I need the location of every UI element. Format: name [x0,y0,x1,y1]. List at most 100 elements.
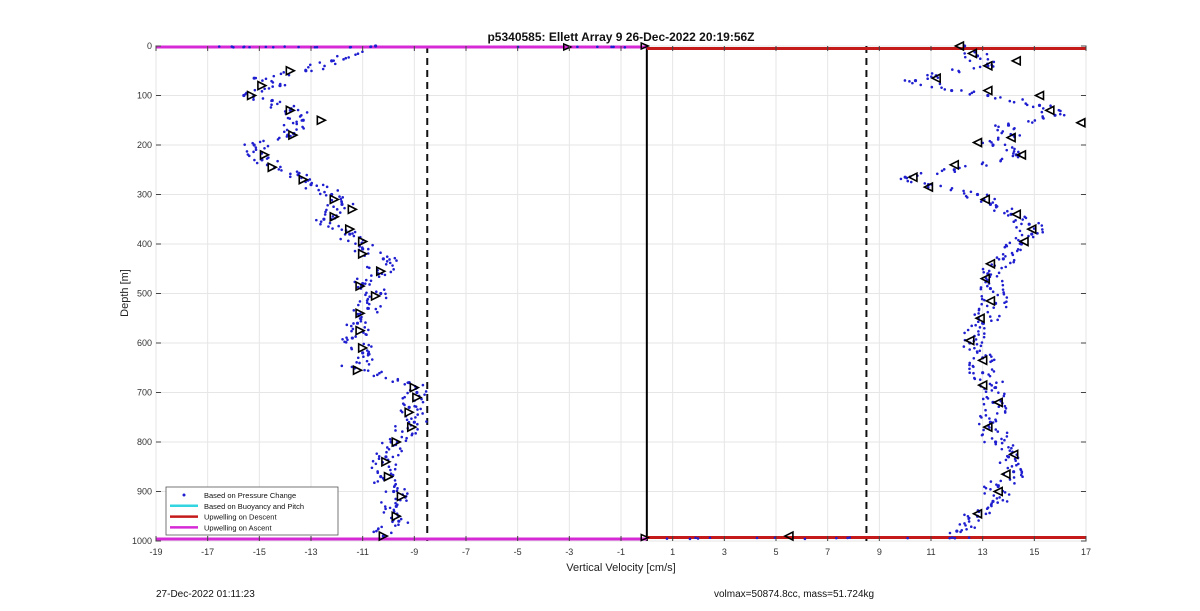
pressure-change-point [963,52,966,55]
buoyancy-pitch-marker [1015,149,1027,161]
pressure-change-point [389,472,393,475]
pressure-change-point [1015,249,1019,253]
pressure-change-point [1014,219,1017,222]
pressure-change-point [1049,104,1052,107]
pressure-change-point [998,314,1001,318]
pressure-change-point [350,347,354,351]
pressure-change-point [342,58,345,61]
pressure-change-point [245,150,249,153]
pressure-change-point [576,45,579,49]
pressure-change-point [1021,218,1024,221]
pressure-change-point [1012,220,1016,223]
pressure-change-point [972,66,976,70]
pressure-change-point [1001,257,1005,261]
pressure-change-point [282,123,286,127]
pressure-change-point [976,320,980,324]
pressure-change-point [1062,113,1066,117]
pressure-change-point [400,449,403,453]
pressure-change-point [939,184,942,188]
pressure-change-point [992,370,996,373]
pressure-change-point [328,221,332,225]
pressure-change-point [285,135,289,138]
pressure-change-point [370,466,374,470]
pressure-change-point [415,390,419,395]
pressure-change-point [406,492,409,495]
pressure-change-point [351,202,355,206]
pressure-change-point [359,317,363,321]
pressure-change-point [363,368,366,372]
pressure-change-point [332,205,335,208]
buoyancy-pitch-marker [406,421,418,433]
pressure-change-point [398,447,402,450]
pressure-change-point [968,348,971,351]
pressure-change-point [289,172,292,176]
pressure-change-point [846,536,849,540]
pressure-change-point [319,222,322,226]
pressure-change-point [968,371,971,374]
pressure-change-point [388,506,392,510]
buoyancy-pitch-marker [344,223,356,235]
pressure-change-point [1027,222,1031,226]
pressure-change-point [258,140,262,144]
pressure-change-point [983,440,986,444]
buoyancy-pitch-marker [992,486,1003,497]
pressure-change-point [1003,404,1007,408]
pressure-change-point [990,263,993,266]
pressure-change-point [350,365,354,369]
pressure-change-point [665,537,669,540]
pressure-change-point [340,364,344,368]
pressure-change-point [940,169,944,173]
pressure-change-point [963,513,966,517]
pressure-change-point [1036,232,1039,235]
pressure-change-point [362,355,365,359]
pressure-change-point [1013,147,1016,151]
buoyancy-pitch-marker [563,42,573,52]
pressure-change-point [248,45,251,49]
pressure-change-point [688,537,692,541]
pressure-change-point [963,55,967,59]
pressure-change-point [905,176,909,180]
pressure-change-point [968,363,971,367]
pressure-change-point [1003,211,1006,215]
pressure-change-point [992,306,995,309]
pressure-change-point [979,200,983,203]
pressure-change-point [354,335,357,338]
pressure-change-point [1000,131,1003,135]
buoyancy-pitch-marker [1033,90,1045,101]
buoyancy-pitch-marker [992,397,1003,408]
pressure-change-point [365,291,368,295]
pressure-change-point [1040,110,1044,114]
pressure-change-point [308,63,312,67]
x-tick-label: -17 [201,547,214,557]
pressure-change-point [994,442,998,446]
pressure-change-point [376,310,379,314]
pressure-change-point [324,193,328,197]
pressure-change-point [395,489,399,493]
pressure-change-point [1012,260,1015,264]
pressure-change-point [987,269,991,273]
pressure-change-point [973,346,976,350]
pressure-change-point [376,373,379,377]
pressure-change-point [1005,435,1009,438]
pressure-change-point [366,369,370,372]
pressure-change-point [943,88,947,91]
pressure-change-point [372,374,376,378]
pressure-change-point [991,201,995,204]
pressure-change-point [923,182,927,185]
pressure-change-point [958,523,962,526]
pressure-change-point [926,77,929,81]
pressure-change-point [421,400,425,404]
pressure-change-point [977,330,980,333]
pressure-change-point [423,393,426,396]
pressure-change-point [384,262,388,266]
pressure-change-point [755,536,759,540]
pressure-change-point [333,62,337,66]
pressure-change-point [919,83,923,87]
pressure-change-point [983,326,986,330]
pressure-change-point [404,439,408,443]
pressure-change-point [288,117,292,120]
pressure-change-point [416,408,419,411]
buoyancy-pitch-marker [285,65,297,77]
pressure-change-point [336,189,340,192]
x-tick-label: -11 [356,547,368,557]
